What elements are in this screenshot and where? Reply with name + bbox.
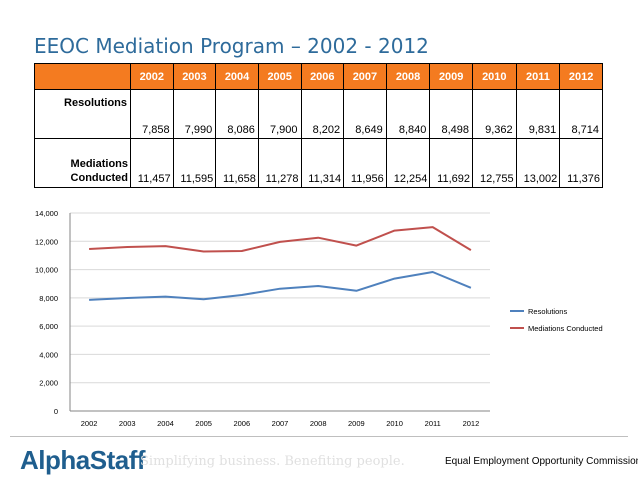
x-tick-label: 2009 [348, 419, 365, 428]
x-tick-label: 2002 [81, 419, 98, 428]
table-cell: 7,990 [172, 89, 217, 139]
x-tick-label: 2005 [195, 419, 212, 428]
row-label-resolutions: Resolutions [34, 89, 131, 139]
series-line-resolutions [89, 271, 472, 301]
year-header: 2006 [300, 63, 345, 90]
year-header: 2012 [559, 63, 603, 90]
legend-label: Resolutions [528, 307, 567, 316]
table-cell: 11,376 [559, 138, 603, 188]
year-header: 2004 [215, 63, 259, 90]
table-row: Mediations Conducted 11,457 11,595 11,658… [34, 138, 603, 188]
year-header: 2007 [343, 63, 387, 90]
x-tick-label: 2008 [310, 419, 327, 428]
x-tick-label: 2011 [425, 419, 441, 428]
x-tick-label: 2012 [463, 419, 480, 428]
table-cell: 9,362 [472, 89, 517, 139]
table-cell: 13,002 [515, 138, 561, 188]
table-row: Resolutions 7,858 7,990 8,086 7,900 8,20… [34, 89, 603, 139]
line-chart: 0 2,000 4,000 6,000 8,000 10,000 12,000 14,000 2… [35, 209, 603, 428]
y-tick-label: 10,000 [35, 266, 58, 275]
table-header-row: 2002 2003 2004 2005 2006 2007 2008 2009 … [34, 63, 603, 90]
x-tick-label: 2010 [386, 419, 403, 428]
year-header: 2010 [472, 63, 517, 90]
alphastaff-logo: AlphaStaff [20, 445, 146, 475]
y-tick-label: 4,000 [39, 350, 58, 359]
table-cell: 11,658 [215, 138, 259, 188]
y-tick-label: 6,000 [39, 322, 58, 331]
y-tick-label: 2,000 [39, 379, 58, 388]
table-cell: 11,956 [343, 138, 387, 188]
year-header: 2005 [257, 63, 302, 90]
y-tick-label: 8,000 [39, 294, 58, 303]
x-tick-label: 2006 [233, 419, 250, 428]
table-cell: 11,457 [130, 138, 174, 188]
table-cell: 12,254 [385, 138, 431, 188]
data-table: 2002 2003 2004 2005 2006 2007 2008 2009 … [34, 63, 603, 188]
table-cell: 8,714 [559, 89, 603, 139]
table-cell: 11,595 [172, 138, 217, 188]
table-cell: 11,692 [429, 138, 473, 188]
table-cell: 12,755 [472, 138, 517, 188]
table-cell: 8,498 [429, 89, 473, 139]
table-corner-cell [34, 63, 131, 90]
year-header: 2008 [385, 63, 431, 90]
footer-organization: Equal Employment Opportunity Commission [445, 456, 638, 467]
x-tick-label: 2004 [157, 419, 174, 428]
year-header: 2003 [172, 63, 217, 90]
table-cell: 7,858 [130, 89, 174, 139]
slide-title: EEOC Mediation Program – 2002 - 2012 [34, 34, 429, 58]
footer-divider [10, 436, 628, 437]
row-label-mediations: Mediations Conducted [34, 138, 131, 188]
y-tick-label: 14,000 [35, 209, 58, 218]
table-cell: 8,840 [385, 89, 431, 139]
table-cell: 11,278 [257, 138, 302, 188]
legend-label: Mediations Conducted [528, 324, 603, 333]
y-tick-label: 12,000 [35, 237, 58, 246]
series-line-mediations [89, 226, 472, 253]
table-cell: 8,649 [343, 89, 387, 139]
table-cell: 8,202 [300, 89, 345, 139]
table-cell: 8,086 [215, 89, 259, 139]
year-header: 2009 [429, 63, 473, 90]
table-cell: 9,831 [515, 89, 561, 139]
year-header: 2002 [130, 63, 174, 90]
table-cell: 7,900 [257, 89, 302, 139]
year-header: 2011 [515, 63, 561, 90]
table-cell: 11,314 [300, 138, 345, 188]
y-tick-label: 0 [54, 407, 58, 416]
x-tick-label: 2003 [119, 419, 136, 428]
tagline: Simplifying business. Benefiting people. [140, 454, 405, 469]
x-tick-label: 2007 [272, 419, 289, 428]
